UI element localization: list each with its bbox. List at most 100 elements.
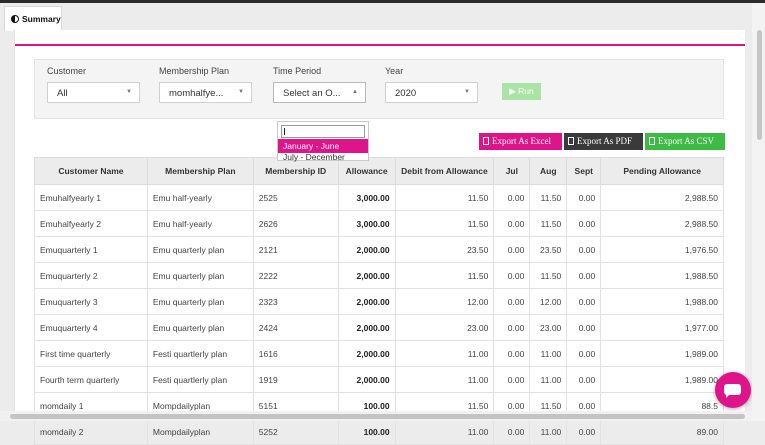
table-cell: Emu quarterly plan [146,236,254,263]
time-period-label: Time Period [273,66,322,76]
customer-select[interactable]: All ▼ [47,82,140,103]
dropdown-option-january-june[interactable]: January - June [278,139,368,153]
column-header[interactable]: Customer Name [34,157,148,185]
table-cell: 2121 [252,236,339,263]
export-pdf-label: Export As PDF [577,136,633,146]
column-header[interactable]: Debit from Allowance [394,157,495,185]
table-cell: 3,000.00 [337,184,396,211]
table-row[interactable]: momdaily 2 Mompdailyplan 5252 100.00 11.00 0.… [34,418,724,445]
table-cell: 11.00 [529,418,568,445]
table-cell: 1616 [252,340,339,367]
table-row[interactable]: Emuquarterly 2 Emu quarterly plan 2222 2,00… [34,262,724,289]
export-excel-button[interactable]: Export As Excel [479,133,562,150]
table-cell: 2,000.00 [337,236,396,263]
table-cell: 11.50 [529,184,568,211]
table-cell: 0.00 [493,314,531,341]
table-row[interactable]: Emuquarterly 1 Emu quarterly plan 2121 2,00… [34,236,724,263]
table-cell: 1,988.00 [600,288,724,315]
table-row[interactable]: Fourth term quarterly Festi quartlerly pl… [34,366,724,393]
column-header[interactable]: Membership ID [252,157,339,185]
table-row[interactable]: First time quarterly Festi quartlerly pla… [34,340,724,367]
table-cell: 23.00 [394,314,495,341]
export-pdf-button[interactable]: Export As PDF [564,133,643,150]
dropdown-option-july-december[interactable]: July - December [283,152,345,162]
vertical-scrollbar-thumb[interactable] [757,30,762,140]
table-cell: Emu quarterly plan [146,288,254,315]
time-period-select[interactable]: Select an O... ▲ [273,82,366,103]
table-cell: First time quarterly [34,340,148,367]
accent-divider [15,44,745,46]
table-cell: Emuhalfyearly 2 [34,210,148,237]
table-cell: 23.50 [394,236,495,263]
table-cell: 2525 [252,184,339,211]
membership-plan-select[interactable]: momhalfye... ▼ [159,82,252,103]
customer-select-value: All [57,88,68,99]
table-header-row: Customer Name Membership Plan Membership… [34,157,724,185]
column-header[interactable]: Sept [566,157,602,185]
column-header[interactable]: Membership Plan [146,157,254,185]
table-cell: 11.50 [394,262,495,289]
table-cell: 2424 [252,314,339,341]
export-excel-label: Export As Excel [492,136,551,146]
chevron-up-icon: ▲ [352,89,358,95]
table-cell: Mompdailyplan [146,418,254,445]
membership-plan-select-value: momhalfye... [169,88,224,99]
table-row[interactable]: Emuhalfyearly 2 Emu half-yearly 2626 3,000.… [34,210,724,237]
table-cell: Emu quarterly plan [146,314,254,341]
table-cell: 0.00 [493,236,531,263]
membership-plan-label: Membership Plan [159,66,230,76]
table-cell: Emuquarterly 3 [34,288,148,315]
column-header[interactable]: Jul [493,157,531,185]
table-cell: 11.00 [529,366,568,393]
file-icon [649,137,655,145]
text-cursor [284,128,285,135]
table-cell: 2,988.50 [600,210,724,237]
table-cell: 11.50 [529,262,568,289]
table-cell: 11.00 [394,366,495,393]
table-cell: Emuquarterly 1 [34,236,148,263]
table-cell: 2222 [252,262,339,289]
year-select[interactable]: 2020 ▼ [385,82,478,103]
table-cell: Emuquarterly 2 [34,262,148,289]
export-csv-button[interactable]: Export As CSV [645,133,725,150]
column-header[interactable]: Aug [529,157,568,185]
table-cell: 1,977.00 [600,314,724,341]
table-cell: 0.00 [566,340,602,367]
table-row[interactable]: Emuquarterly 4 Emu quarterly plan 2424 2,00… [34,314,724,341]
run-button[interactable]: ▶ Run [502,83,541,100]
table-cell: 11.50 [529,210,568,237]
table-cell: 23.00 [529,314,568,341]
time-period-dropdown: January - June July - December [277,121,369,161]
dropdown-search-input[interactable] [281,125,365,138]
table-cell: 2,000.00 [337,340,396,367]
table-cell: 11.00 [394,418,495,445]
file-icon [568,137,574,145]
table-cell: 0.00 [493,340,531,367]
chevron-down-icon: ▼ [464,89,470,95]
chevron-down-icon: ▼ [238,89,244,95]
table-cell: Emuhalfyearly 1 [34,184,148,211]
table-cell: 0.00 [566,236,602,263]
table-cell: 0.00 [566,288,602,315]
table-cell: 100.00 [337,418,396,445]
column-header[interactable]: Allowance [337,157,396,185]
tab-summary-label: Summary [22,14,61,24]
table-cell: 2626 [252,210,339,237]
table-cell: 12.00 [394,288,495,315]
time-period-select-value: Select an O... [283,88,341,99]
column-header[interactable]: Pending Allowance [600,157,724,185]
table-cell: 0.00 [566,210,602,237]
table-cell: 0.00 [566,184,602,211]
table-cell: Festi quartlerly plan [146,366,254,393]
table-row[interactable]: Emuquarterly 3 Emu quarterly plan 2323 2,00… [34,288,724,315]
tab-summary[interactable]: Summary [4,6,62,31]
table-row[interactable]: Emuhalfyearly 1 Emu half-yearly 2525 3,000.… [34,184,724,211]
table-cell: 0.00 [493,418,531,445]
chat-button[interactable] [715,372,751,408]
table-cell: 2,000.00 [337,262,396,289]
table-cell: 11.50 [394,184,495,211]
summary-panel: Customer All ▼ Membership Plan momhalfye… [14,30,745,445]
year-label: Year [385,66,404,76]
horizontal-scrollbar-thumb[interactable] [10,414,745,419]
table-cell: 0.00 [493,262,531,289]
